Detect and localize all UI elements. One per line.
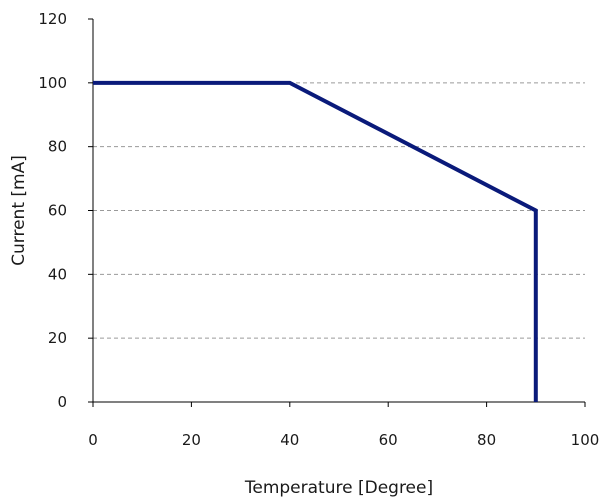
- data-series: [93, 80, 538, 402]
- gridlines: [93, 82, 585, 339]
- tick-labels: 0 20 40 60 80 100 120 0 20 40 60 80 100: [38, 10, 599, 449]
- y-tick-label-80: 80: [48, 138, 67, 156]
- series-line-0: [93, 80, 538, 402]
- y-tick-label-60: 60: [48, 202, 67, 220]
- x-tick-label-60: 60: [379, 431, 398, 449]
- x-tick-label-40: 40: [280, 431, 299, 449]
- y-tick-label-20: 20: [48, 329, 67, 347]
- y-tick-label-100: 100: [38, 74, 67, 92]
- y-tick-label-120: 120: [38, 10, 67, 28]
- x-tick-label-80: 80: [477, 431, 496, 449]
- x-axis-title: Temperature [Degree]: [244, 478, 433, 498]
- x-tick-label-100: 100: [571, 431, 600, 449]
- y-axis-title: Current [mA]: [9, 155, 29, 266]
- axes: [88, 18, 586, 407]
- x-tick-label-20: 20: [182, 431, 201, 449]
- y-tick-label-0: 0: [57, 393, 67, 411]
- y-tick-label-40: 40: [48, 265, 67, 283]
- x-tick-label-0: 0: [88, 431, 98, 449]
